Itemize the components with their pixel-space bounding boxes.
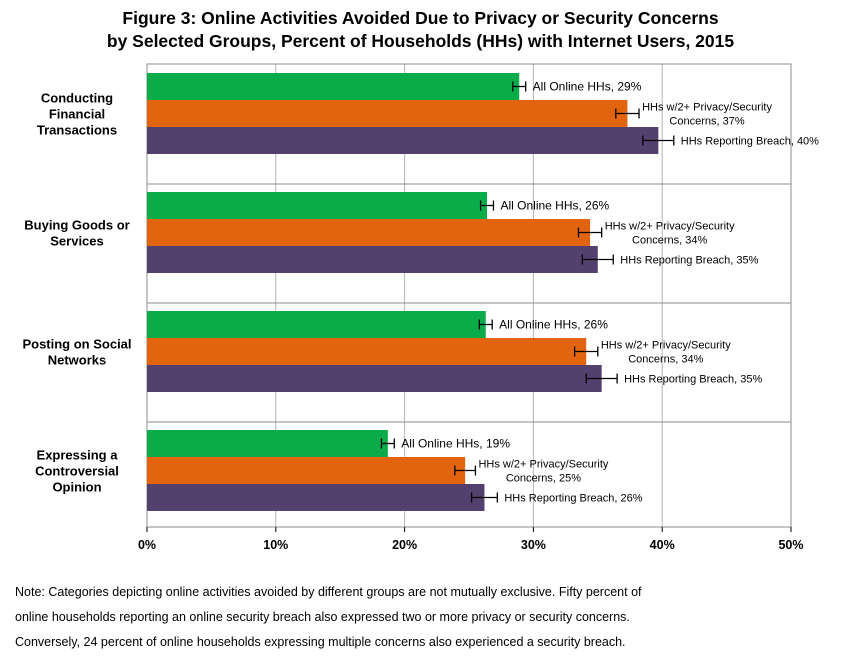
category-label: Transactions [37,123,117,138]
bar-s0-c2 [147,311,486,338]
x-tick-label: 10% [263,538,288,552]
data-label: HHs Reporting Breach, 26% [504,493,642,505]
bar-s2-c2 [147,365,602,392]
data-label: HHs w/2+ Privacy/Security [642,102,772,114]
data-label: Concerns, 37% [669,116,744,128]
data-label: All Online HHs, 26% [499,318,608,332]
data-label: Concerns, 34% [632,235,707,247]
data-label: HHs w/2+ Privacy/Security [601,340,731,352]
category-label: Posting on Social [22,337,131,352]
category-label: Services [50,234,104,249]
bar-s2-c0 [147,127,659,154]
data-label: HHs Reporting Breach, 40% [681,136,819,148]
category-label: Networks [48,353,107,368]
plot-area-border [146,63,792,528]
data-label: Concerns, 25% [506,473,581,485]
data-label: All Online HHs, 29% [533,80,642,94]
x-tick-label: 20% [392,538,417,552]
data-label: Concerns, 34% [628,354,703,366]
x-tick-label: 30% [521,538,546,552]
data-label: All Online HHs, 19% [401,437,510,451]
bar-s0-c0 [147,73,520,100]
category-label: Controversial [35,464,119,479]
bar-s2-c3 [147,484,485,511]
category-label: Opinion [52,480,101,495]
data-label: HHs w/2+ Privacy/Security [605,221,735,233]
data-label: HHs Reporting Breach, 35% [624,374,762,386]
data-label: HHs w/2+ Privacy/Security [478,459,608,471]
data-label: All Online HHs, 26% [500,199,609,213]
category-label: Conducting [41,91,113,106]
x-tick-label: 40% [650,538,675,552]
bar-s1-c3 [147,457,466,484]
bar-chart: 0% 10% 20% 30% 40% 50% All Online HHs, 29% All … [22,63,819,552]
note-line-3: Conversely, 24 percent of online househo… [15,635,626,649]
chart-title-line-2: by Selected Groups, Percent of Household… [106,31,735,51]
note-line-2: online households reporting an online se… [15,610,630,624]
bar-s2-c1 [147,246,598,273]
category-label: Buying Goods or [24,218,129,233]
bar-s0-c1 [147,192,488,219]
bar-s1-c2 [147,338,587,365]
x-tick-label: 0% [138,538,156,552]
x-tick-label: 50% [778,538,803,552]
bar-s1-c0 [147,100,628,127]
chart-title-line-1: Figure 3: Online Activities Avoided Due … [122,8,719,28]
bar-s0-c3 [147,430,388,457]
category-label: Financial [49,107,105,122]
note-line-1: Note: Categories depicting online activi… [15,585,642,599]
category-label: Expressing a [37,448,119,463]
bar-s1-c1 [147,219,591,246]
data-label: HHs Reporting Breach, 35% [620,255,758,267]
